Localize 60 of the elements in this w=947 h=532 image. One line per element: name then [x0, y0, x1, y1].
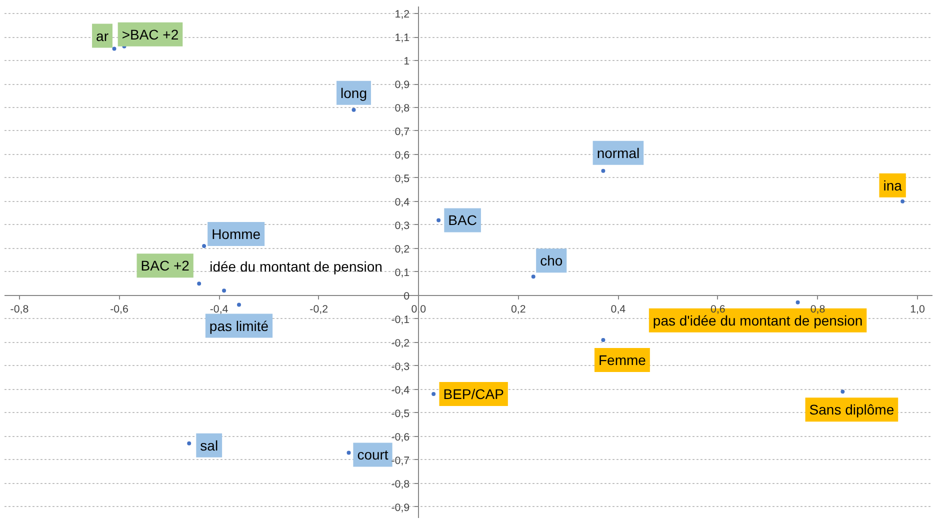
- y-tick-label: -0,7: [391, 454, 410, 467]
- y-tick-label: 1,2: [394, 8, 410, 21]
- x-tick-label: 0,2: [510, 303, 526, 316]
- x-tick-label: -0,6: [110, 303, 129, 316]
- y-tick-label: 0,9: [394, 79, 410, 92]
- point: [840, 390, 845, 394]
- annotation: Sans diplôme: [809, 402, 894, 418]
- annotation: long: [340, 84, 367, 101]
- annotation: Homme: [212, 226, 261, 242]
- annotation: court: [357, 446, 388, 463]
- y-tick-label: 0,4: [394, 196, 410, 208]
- point: [601, 338, 606, 342]
- point: [796, 300, 800, 304]
- annotation: BAC +2: [140, 258, 190, 274]
- annotation: cho: [540, 252, 563, 269]
- point: [197, 282, 202, 286]
- point: [601, 168, 606, 173]
- annotation: ina: [883, 177, 902, 194]
- annotation: >BAC +2: [122, 26, 179, 42]
- y-tick-label: -0,1: [391, 314, 410, 326]
- annotation: pas limité: [209, 318, 269, 334]
- y-tick-label: 0,3: [394, 220, 410, 232]
- annotation: normal: [596, 144, 640, 161]
- annotation: idée du montant de pension: [210, 258, 382, 275]
- point: [352, 108, 356, 112]
- y-tick-label: -0,8: [391, 478, 410, 490]
- y-tick-label: -0,9: [391, 502, 410, 514]
- point: [222, 288, 226, 293]
- point: [187, 441, 192, 446]
- x-tick-label: -0,4: [210, 303, 228, 316]
- point: [531, 274, 536, 279]
- y-tick-label: -0,3: [391, 360, 410, 373]
- x-tick-label: -0,2: [310, 303, 328, 316]
- y-tick-label: 0,5: [394, 172, 410, 185]
- point: [236, 302, 241, 307]
- annotation: sal: [200, 437, 218, 454]
- annotation: ar: [96, 28, 109, 44]
- y-tick-label: -0,2: [391, 337, 410, 350]
- point: [346, 450, 351, 455]
- y-tick-label: -0,6: [391, 431, 410, 444]
- y-tick-label: 1: [404, 56, 410, 68]
- annotation: Femme: [598, 352, 646, 368]
- annotation: BEP/CAP: [443, 386, 504, 402]
- y-tick-label: -0,4: [391, 384, 410, 396]
- y-tick-label: 1,1: [394, 32, 410, 44]
- y-tick-label: 0,6: [394, 149, 410, 162]
- point: [900, 199, 905, 204]
- annotation: BAC: [448, 212, 477, 228]
- y-tick-label: 0,7: [394, 126, 410, 138]
- point: [432, 392, 436, 396]
- y-tick-label: -0,5: [391, 408, 410, 420]
- x-tick-label: -0,8: [10, 303, 29, 316]
- y-tick-label: 0,8: [394, 102, 410, 114]
- x-tick-label: 0,4: [610, 303, 626, 316]
- point: [202, 244, 206, 248]
- point: [436, 218, 441, 222]
- x-tick-label: 1,0: [910, 303, 926, 316]
- y-tick-label: 0,1: [394, 266, 410, 279]
- y-tick-label: 0,2: [394, 243, 410, 256]
- point: [112, 46, 116, 51]
